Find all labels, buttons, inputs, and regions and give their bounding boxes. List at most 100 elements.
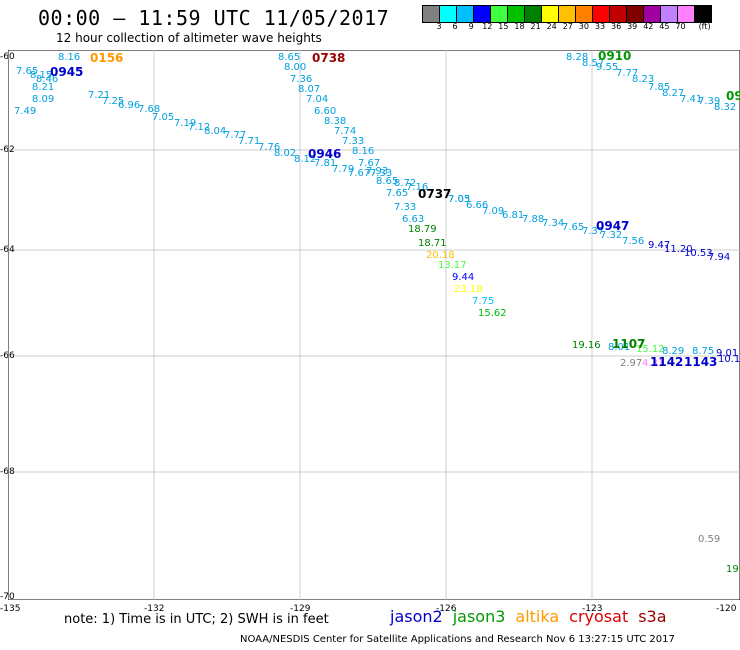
swh-label: 7.33	[370, 168, 392, 179]
lat-label: -64	[0, 245, 15, 255]
colorbar-label: 27	[562, 22, 573, 31]
lon-label: -135	[0, 604, 21, 614]
swh-label: 7.77	[616, 68, 638, 79]
colorbar-label: 6	[452, 22, 458, 31]
swh-label: 8.15	[30, 70, 52, 81]
swh-label: 8.07	[298, 84, 320, 95]
lat-label: -70	[0, 592, 15, 602]
colorbar-labels: 3 6 9 12 15 18 21 24 27 30 33 36 39 42 45 70 (ft)	[422, 22, 740, 34]
colorbar-label: 15	[498, 22, 509, 31]
swh-label: 8.09	[32, 94, 54, 105]
swh-label: 7.56	[622, 236, 644, 247]
swh-label: 7.16	[406, 182, 428, 193]
swh-label: 19	[726, 564, 739, 575]
colorbar-swatch	[422, 5, 440, 23]
lon-label: -126	[436, 604, 457, 614]
swh-label: 10.53	[684, 248, 713, 259]
swh-label: 8.65	[278, 52, 300, 63]
swh-label: 8.27	[662, 88, 684, 99]
swh-label: 13.17	[438, 260, 467, 271]
time-label: 1142	[650, 355, 683, 369]
colorbar-label: 21	[530, 22, 541, 31]
swh-label: 7.65	[386, 188, 408, 199]
swh-label: 7.88	[522, 214, 544, 225]
colorbar-swatch	[541, 5, 559, 23]
swh-label: 15.62	[478, 308, 507, 319]
swh-label: 7.32	[600, 230, 622, 241]
map-frame	[8, 50, 740, 600]
swh-label: 6.63	[402, 214, 424, 225]
colorbar-label: 12	[482, 22, 493, 31]
swh-label: 7.71	[238, 136, 260, 147]
colorbar-label: 36	[611, 22, 622, 31]
legend-jason2: jason2	[390, 607, 443, 626]
lat-label: -62	[0, 145, 15, 155]
colorbar-label: 39	[627, 22, 638, 31]
swh-label: 8.01	[608, 342, 630, 353]
swh-label: 18.79	[408, 224, 437, 235]
colorbar-swatch	[524, 5, 542, 23]
colorbar-swatch	[694, 5, 712, 23]
swh-label: 8.00	[284, 62, 306, 73]
swh-label: 7.65	[562, 222, 584, 233]
swh-label: 7.03	[448, 194, 470, 205]
swh-label: 9.44	[452, 272, 474, 283]
colorbar-label: 70	[675, 22, 686, 31]
swh-label: 20.18	[426, 250, 455, 261]
swh-label: 8.57	[582, 58, 604, 69]
colorbar-swatch	[660, 5, 678, 23]
time-label: 0946	[308, 147, 341, 161]
swh-label: 19.16	[572, 340, 601, 351]
colorbar-label: 9	[468, 22, 474, 31]
credit-line: NOAA/NESDIS Center for Satellite Applica…	[240, 634, 675, 645]
time-label: 0156	[90, 51, 123, 65]
colorbar-label: 33	[594, 22, 606, 31]
colorbar-swatch	[439, 5, 457, 23]
colorbar-swatch	[677, 5, 695, 23]
time-label: 0737	[418, 187, 451, 201]
swh-label: 8.29	[662, 346, 684, 357]
legend-altika: altika	[515, 607, 560, 626]
swh-label: 8.32	[714, 102, 736, 113]
swh-label: 10.18	[718, 354, 740, 365]
time-label: 0947	[596, 219, 629, 233]
swh-label: 8.72	[394, 178, 416, 189]
swh-label: 7.85	[648, 82, 670, 93]
lat-label: -66	[0, 351, 15, 361]
swh-label: 7.41	[680, 94, 702, 105]
swh-label: 8.28	[566, 52, 588, 63]
time-label: 1143	[684, 355, 717, 369]
swh-label: 6.60	[314, 106, 336, 117]
colorbar-swatch	[473, 5, 491, 23]
swh-label: 7.33	[394, 202, 416, 213]
swh-label: 7.94	[708, 252, 730, 263]
swh-label: 9.47	[648, 240, 670, 251]
lat-label: -60	[0, 52, 15, 62]
swh-label: 9.55	[596, 62, 618, 73]
swh-label: 4.31	[642, 358, 664, 369]
swh-label: 7.05	[448, 194, 470, 205]
swh-label: 8.38	[324, 116, 346, 127]
swh-label: 8.12	[294, 154, 316, 165]
swh-label: 7.76	[258, 142, 280, 153]
colorbar-unit: (ft)	[698, 22, 711, 31]
colorbar-label: 24	[546, 22, 557, 31]
colorbar	[422, 5, 712, 23]
swh-label: 8.75	[692, 346, 714, 357]
swh-label: 7.09	[482, 206, 504, 217]
swh-label: 7.65	[16, 66, 38, 77]
colorbar-swatch	[507, 5, 525, 23]
swh-label: 7.37	[582, 226, 604, 237]
colorbar-swatch	[609, 5, 627, 23]
colorbar-swatch	[558, 5, 576, 23]
lon-label: -123	[582, 604, 603, 614]
swh-label: 7.39	[698, 96, 720, 107]
swh-label: 7.77	[224, 130, 246, 141]
chart-subtitle: 12 hour collection of altimeter wave hei…	[56, 31, 322, 45]
colorbar-swatch	[643, 5, 661, 23]
swh-label: 8.04	[204, 126, 226, 137]
colorbar-swatch	[456, 5, 474, 23]
swh-label: 8.16	[352, 146, 374, 157]
satellite-legend: jason2 jason3 altika cryosat s3a	[390, 607, 677, 626]
swh-label: 7.74	[334, 126, 356, 137]
